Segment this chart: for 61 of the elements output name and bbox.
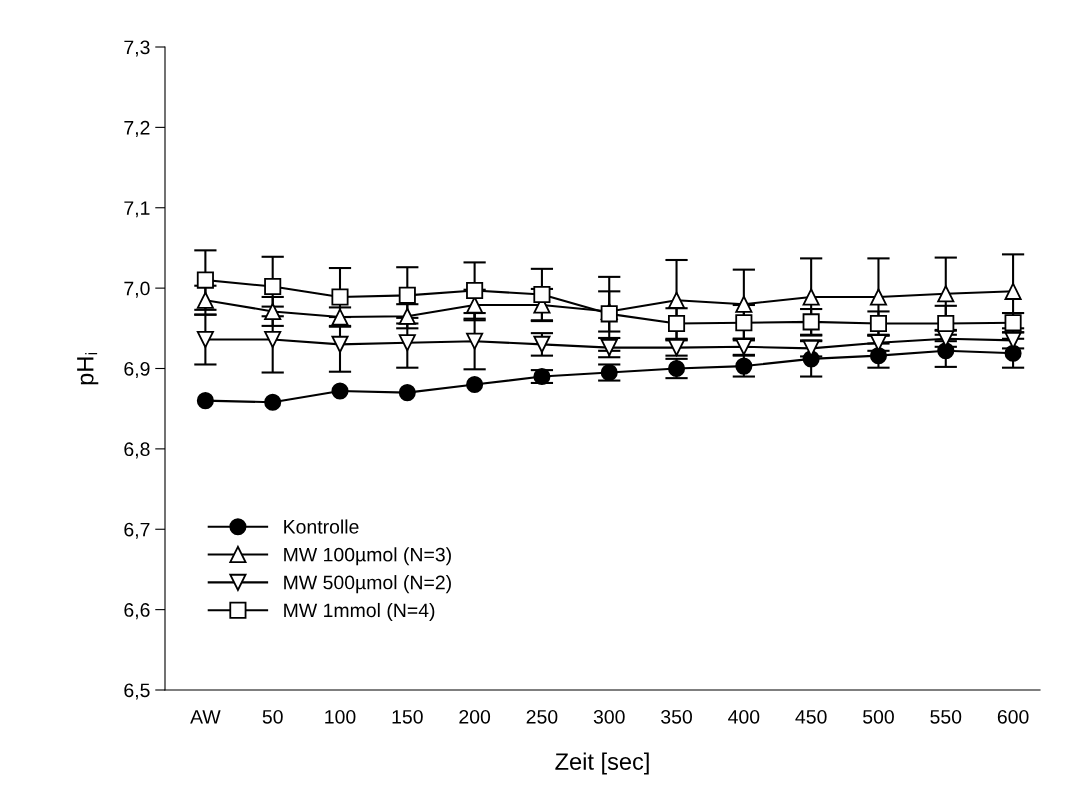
- legend-label: MW 500µmol (N=2): [284, 575, 451, 594]
- point: [735, 295, 753, 313]
- x-tick-label: 250: [526, 709, 558, 724]
- point: [802, 313, 820, 331]
- x-tick-label: 50: [262, 709, 283, 724]
- point: [802, 288, 820, 306]
- point: [331, 382, 349, 400]
- point: [398, 384, 416, 402]
- y-tick-label: 6,8: [124, 442, 150, 459]
- point: [196, 271, 214, 289]
- x-tick-label: AW: [190, 710, 221, 724]
- x-tick-label: 550: [930, 709, 962, 724]
- point: [398, 334, 416, 352]
- point: [667, 314, 686, 333]
- point: [264, 302, 282, 320]
- legend-label: Kontrolle: [284, 519, 359, 534]
- x-tick-label: 300: [593, 709, 625, 724]
- point: [600, 305, 618, 323]
- y-tick-label: 7,2: [124, 120, 150, 137]
- x-tick-label: 350: [661, 709, 692, 724]
- x-tick-label: 500: [863, 709, 894, 724]
- point: [264, 393, 282, 411]
- point: [1004, 344, 1022, 362]
- point: [937, 285, 955, 303]
- point: [600, 363, 618, 382]
- point: [466, 281, 484, 300]
- point: [533, 367, 551, 386]
- x-tick-label: 200: [459, 709, 491, 724]
- y-tick-label: 7,3: [124, 40, 150, 57]
- legend-label: MW 1mmol (N=4): [284, 602, 435, 622]
- x-tick-label: 150: [392, 709, 423, 724]
- x-tick-label: 450: [795, 709, 827, 724]
- point: [196, 291, 214, 309]
- point: [264, 277, 282, 296]
- y-tick-label: 6,7: [124, 522, 150, 539]
- point: [869, 347, 888, 365]
- point: [937, 314, 955, 333]
- y-tick-label: 7,1: [124, 201, 150, 218]
- point: [398, 286, 416, 304]
- point: [735, 314, 753, 332]
- point: [331, 288, 349, 306]
- x-tick-label: 600: [997, 709, 1029, 724]
- point: [869, 288, 888, 306]
- point: [466, 376, 484, 394]
- point: [196, 331, 214, 349]
- point: [1004, 282, 1022, 300]
- y-axis-title: pH$_{i}$: [77, 352, 99, 385]
- point: [264, 331, 282, 349]
- point: [331, 335, 349, 353]
- x-tick-label: 400: [728, 709, 760, 724]
- y-tick-label: 7,0: [124, 281, 150, 298]
- y-tick-label: 6,6: [124, 603, 150, 620]
- point: [466, 332, 484, 350]
- y-tick-label: 6,9: [124, 361, 150, 379]
- x-axis-title: Zeit [sec]: [555, 752, 649, 775]
- point: [196, 392, 214, 410]
- x-tick-label: 100: [325, 709, 356, 724]
- legend-label: MW 100µmol (N=3): [284, 547, 451, 566]
- point: [937, 342, 955, 360]
- y-tick-label: 6,5: [124, 683, 150, 700]
- point: [533, 286, 551, 304]
